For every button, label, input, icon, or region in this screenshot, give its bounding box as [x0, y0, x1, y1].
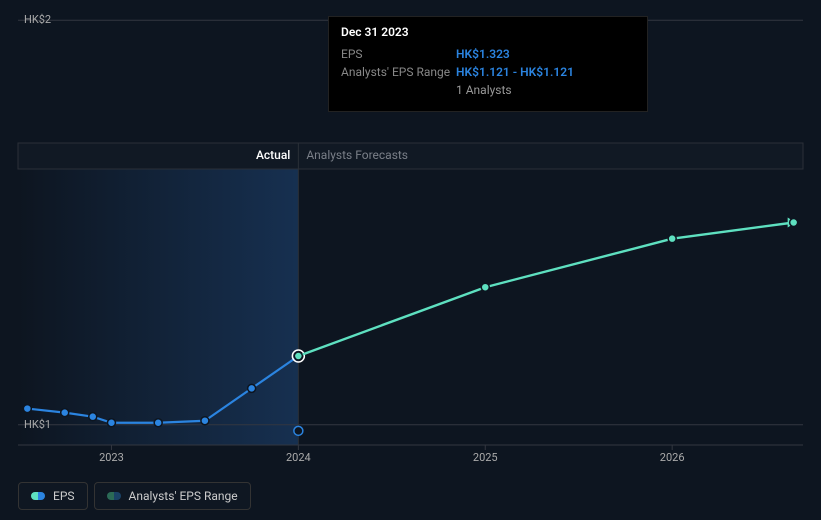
tooltip-row: Analysts' EPS RangeHK$1.121 - HK$1.121 [341, 63, 635, 81]
hover-tooltip: Dec 31 2023 EPSHK$1.323Analysts' EPS Ran… [328, 16, 648, 112]
x-tick-label: 2026 [660, 451, 685, 464]
eps-chart: Actual Analysts Forecasts HK$1 HK$2 2023 2… [0, 0, 821, 520]
legend-swatch [31, 492, 45, 500]
tooltip-value: HK$1.323 [456, 45, 510, 63]
tooltip-subtext: 1 Analysts [456, 81, 512, 99]
legend-label: EPS [53, 489, 75, 503]
y-tick-label: HK$2 [24, 13, 51, 26]
legend: EPS Analysts' EPS Range [18, 482, 251, 510]
x-tick-label: 2023 [99, 451, 124, 464]
x-tick-label: 2025 [473, 451, 498, 464]
tooltip-key: EPS [341, 45, 456, 63]
tooltip-row: EPSHK$1.323 [341, 45, 635, 63]
x-tick-label: 2024 [286, 451, 311, 464]
legend-item[interactable]: Analysts' EPS Range [94, 482, 251, 510]
tooltip-key: Analysts' EPS Range [341, 63, 456, 81]
legend-label: Analysts' EPS Range [129, 489, 238, 503]
section-label-forecast: Analysts Forecasts [306, 148, 408, 162]
section-label-actual: Actual [256, 148, 290, 162]
y-tick-label: HK$1 [24, 418, 51, 431]
legend-item[interactable]: EPS [18, 482, 88, 510]
legend-swatch [107, 492, 121, 500]
tooltip-value: HK$1.121 - HK$1.121 [456, 63, 574, 81]
tooltip-date: Dec 31 2023 [341, 25, 635, 39]
